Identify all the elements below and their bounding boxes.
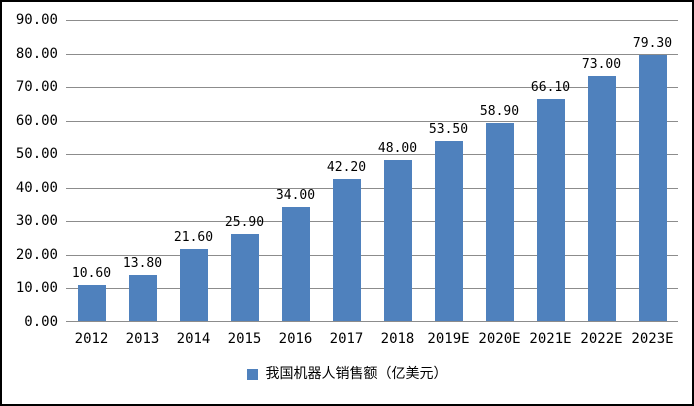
x-tick-label: 2020E — [478, 331, 521, 347]
x-tick-label: 2016 — [278, 331, 313, 347]
x-tick-label: 2021E — [529, 331, 572, 347]
y-tick-label: 50.00 — [15, 146, 58, 163]
legend-swatch-icon — [246, 368, 258, 380]
x-tick-label: 2013 — [125, 331, 160, 347]
bar-value-label: 13.80 — [122, 255, 163, 271]
y-tick-label: 0.00 — [24, 314, 58, 330]
bar-slot: 25.90 — [219, 20, 270, 321]
bar-value-label: 53.50 — [428, 122, 469, 138]
bar-slot: 79.30 — [627, 20, 678, 321]
legend: 我国机器人销售额（亿美元） — [2, 365, 692, 383]
bar — [638, 54, 667, 321]
bar-value-label: 10.60 — [71, 266, 112, 282]
y-tick-label: 40.00 — [15, 179, 58, 196]
bar — [230, 234, 259, 321]
y-tick-label: 80.00 — [15, 45, 58, 62]
gridline — [66, 120, 678, 122]
bar-slot: 10.60 — [66, 20, 117, 321]
bar — [77, 285, 106, 321]
x-tick-label: 2012 — [74, 331, 109, 347]
x-tick-label: 2019E — [427, 331, 470, 347]
bar-value-label: 79.30 — [632, 35, 673, 51]
bar-value-label: 21.60 — [173, 229, 214, 245]
gridline — [66, 20, 678, 21]
bar — [536, 99, 565, 321]
x-tick-label: 2014 — [176, 331, 211, 347]
x-tick-label: 2023E — [631, 331, 674, 347]
bar-slot: 21.60 — [168, 20, 219, 321]
x-tick-label: 2018 — [380, 331, 415, 347]
y-tick-label: 30.00 — [15, 213, 58, 230]
y-tick-label: 10.00 — [15, 280, 58, 297]
y-axis: 90.00 80.00 70.00 60.00 50.00 40.00 30.00 20.00… — [2, 2, 58, 404]
y-tick-label: 70.00 — [15, 79, 58, 96]
gridline — [66, 154, 678, 156]
gridline — [66, 87, 678, 89]
bar-value-label: 25.90 — [224, 215, 265, 231]
bar-value-label: 42.20 — [326, 160, 367, 176]
bar-slot: 42.20 — [321, 20, 372, 321]
bar-value-label: 58.90 — [479, 104, 520, 120]
bar — [383, 159, 412, 321]
gridline — [66, 187, 678, 189]
bar — [332, 179, 361, 321]
bar-slot: 66.10 — [525, 20, 576, 321]
y-tick-label: 60.00 — [15, 112, 58, 129]
x-tick-label: 2015 — [227, 331, 262, 347]
bar-value-label: 48.00 — [377, 140, 418, 156]
bar-slot: 73.00 — [576, 20, 627, 321]
bar — [281, 206, 310, 321]
bar-slot: 48.00 — [372, 20, 423, 321]
y-tick-label: 90.00 — [15, 12, 58, 28]
bar — [434, 141, 463, 321]
gridline — [66, 221, 678, 223]
bar-slot: 34.00 — [270, 20, 321, 321]
x-axis: 2012 2013 2014 2015 2016 2017 2018 2019E 2020E 20… — [66, 330, 678, 348]
bar-value-label: 73.00 — [581, 57, 622, 73]
bar — [587, 76, 616, 321]
gridline — [66, 254, 678, 256]
gridline — [66, 288, 678, 290]
bar-value-label: 34.00 — [275, 187, 316, 203]
bar — [128, 274, 157, 321]
x-tick-label: 2017 — [329, 331, 364, 347]
bar-slot: 13.80 — [117, 20, 168, 321]
legend-label: 我国机器人销售额（亿美元） — [265, 366, 448, 382]
y-tick-label: 20.00 — [15, 246, 58, 263]
bar-slot: 58.90 — [474, 20, 525, 321]
bar — [485, 123, 514, 321]
gridline — [66, 53, 678, 55]
bar-value-label: 66.10 — [530, 80, 571, 96]
bar-slot: 53.50 — [423, 20, 474, 321]
x-tick-label: 2022E — [580, 331, 623, 347]
plot-area: 10.60 13.80 21.60 25.90 34.00 42.20 48.00 53.50… — [66, 20, 678, 322]
bar — [179, 248, 208, 321]
